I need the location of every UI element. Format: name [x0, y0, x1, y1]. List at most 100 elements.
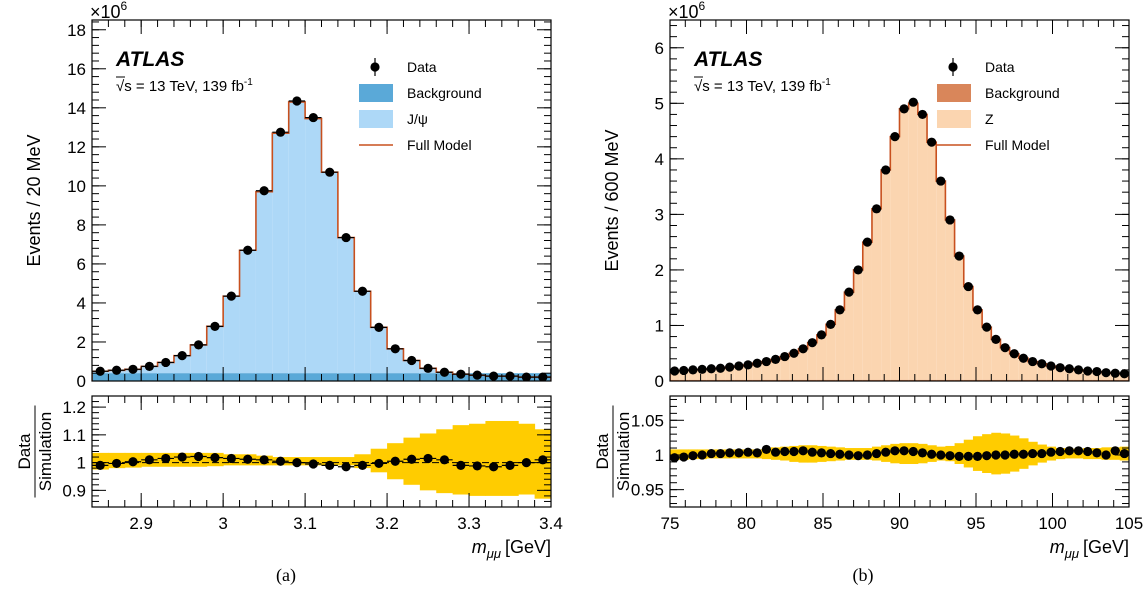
- ratio-point: [945, 451, 955, 461]
- ratio-point: [1064, 446, 1074, 456]
- signal-bar: [206, 326, 224, 374]
- signal-bar: [917, 114, 928, 380]
- signal-bar: [1073, 369, 1084, 380]
- ratio-point: [688, 451, 698, 461]
- data-point: [679, 365, 689, 376]
- ratio-point: [161, 453, 171, 464]
- signal-bar: [1064, 368, 1074, 380]
- background-bar: [403, 373, 420, 381]
- data-point: [844, 287, 854, 297]
- y-tick-label: 1: [655, 316, 664, 335]
- signal-bar: [798, 348, 808, 380]
- data-point: [423, 363, 433, 373]
- data-point: [770, 354, 781, 364]
- signal-bar: [972, 309, 983, 380]
- ratio-point: [325, 460, 335, 470]
- signal-bar: [770, 359, 781, 380]
- signal-bar: [743, 364, 753, 380]
- y-tick-label: 5: [655, 94, 664, 113]
- data-point: [982, 322, 992, 332]
- signal-bar: [789, 353, 799, 380]
- ratio-ylabel-numerator: Data: [15, 433, 34, 469]
- ratio-point: [521, 458, 532, 468]
- data-point: [853, 265, 863, 275]
- data-point: [862, 237, 872, 247]
- ratio-point: [770, 447, 781, 457]
- data-point: [357, 286, 368, 296]
- signal-bar: [1046, 366, 1056, 380]
- ratio-point: [226, 453, 236, 464]
- data-point: [890, 132, 900, 142]
- main-plot-area-b: [670, 97, 1129, 381]
- ratio-point: [259, 455, 269, 465]
- ratio-ylabel-numerator: Data: [593, 433, 612, 469]
- signal-bar: [807, 342, 817, 380]
- data-point: [816, 330, 827, 340]
- y-tick-label: 0: [655, 372, 664, 391]
- exponent-label: ×106: [668, 0, 706, 22]
- signal-bar: [945, 219, 955, 380]
- data-point: [341, 232, 351, 243]
- x-axis-title: mμμ [GeV]: [1050, 537, 1129, 561]
- ratio-point: [734, 448, 744, 458]
- data-point: [835, 305, 845, 315]
- ratio-point: [308, 459, 318, 469]
- data-point: [899, 104, 909, 114]
- x-tick-label: 90: [890, 514, 909, 533]
- x-axis-title: mμμ [GeV]: [472, 537, 551, 561]
- signal-bar: [1028, 361, 1038, 380]
- data-point: [963, 281, 973, 292]
- data-point: [111, 365, 122, 375]
- legend-swatch: [937, 84, 971, 102]
- data-point: [1101, 368, 1111, 378]
- data-point: [826, 319, 836, 329]
- legend-swatch: [937, 110, 971, 128]
- ratio-point: [1000, 450, 1010, 460]
- ratio-point: [780, 446, 790, 457]
- data-point: [688, 365, 698, 375]
- ratio-point: [341, 462, 351, 472]
- uncertainty-band: [452, 425, 470, 495]
- ratio-point: [972, 451, 983, 461]
- ratio-y-tick-label: 1.05: [631, 411, 664, 430]
- data-point: [275, 127, 286, 137]
- ratio-ylabel-denominator: Simulation: [36, 412, 55, 491]
- signal-bar: [706, 368, 716, 380]
- data-point: [945, 215, 955, 225]
- y-tick-label: 0: [77, 372, 86, 391]
- x-tick-label: 85: [814, 514, 833, 533]
- data-point: [1083, 366, 1093, 376]
- ratio-point: [982, 451, 992, 461]
- signal-bar: [761, 361, 771, 380]
- ratio-point: [991, 450, 1001, 460]
- signal-bar: [173, 355, 191, 374]
- ratio-point: [835, 449, 845, 459]
- data-point: [325, 167, 335, 177]
- ratio-point: [489, 462, 499, 472]
- signal-bar: [899, 108, 909, 380]
- ratio-point: [1101, 450, 1111, 460]
- y-tick-label: 2: [77, 333, 86, 352]
- data-point: [1073, 365, 1084, 375]
- legend-marker: [948, 62, 958, 72]
- signal-bar: [835, 309, 845, 380]
- y-tick-label: 4: [655, 150, 664, 169]
- data-point: [871, 204, 882, 214]
- ratio-y-tick-label: 0.95: [631, 481, 664, 500]
- signal-bar: [223, 296, 240, 374]
- legend-label: Full Model: [985, 137, 1050, 153]
- signal-bar: [1055, 367, 1065, 380]
- data-point: [308, 112, 318, 123]
- background-bar: [436, 373, 453, 381]
- data-point: [505, 371, 515, 381]
- signal-bar: [337, 237, 355, 374]
- ratio-point: [816, 448, 827, 458]
- data-point: [972, 305, 983, 315]
- ratio-y-tick-label: 1: [77, 454, 86, 473]
- ratio-point: [899, 446, 909, 456]
- signal-bar: [982, 327, 992, 380]
- signal-bar: [1037, 363, 1047, 380]
- signal-bar: [321, 172, 338, 374]
